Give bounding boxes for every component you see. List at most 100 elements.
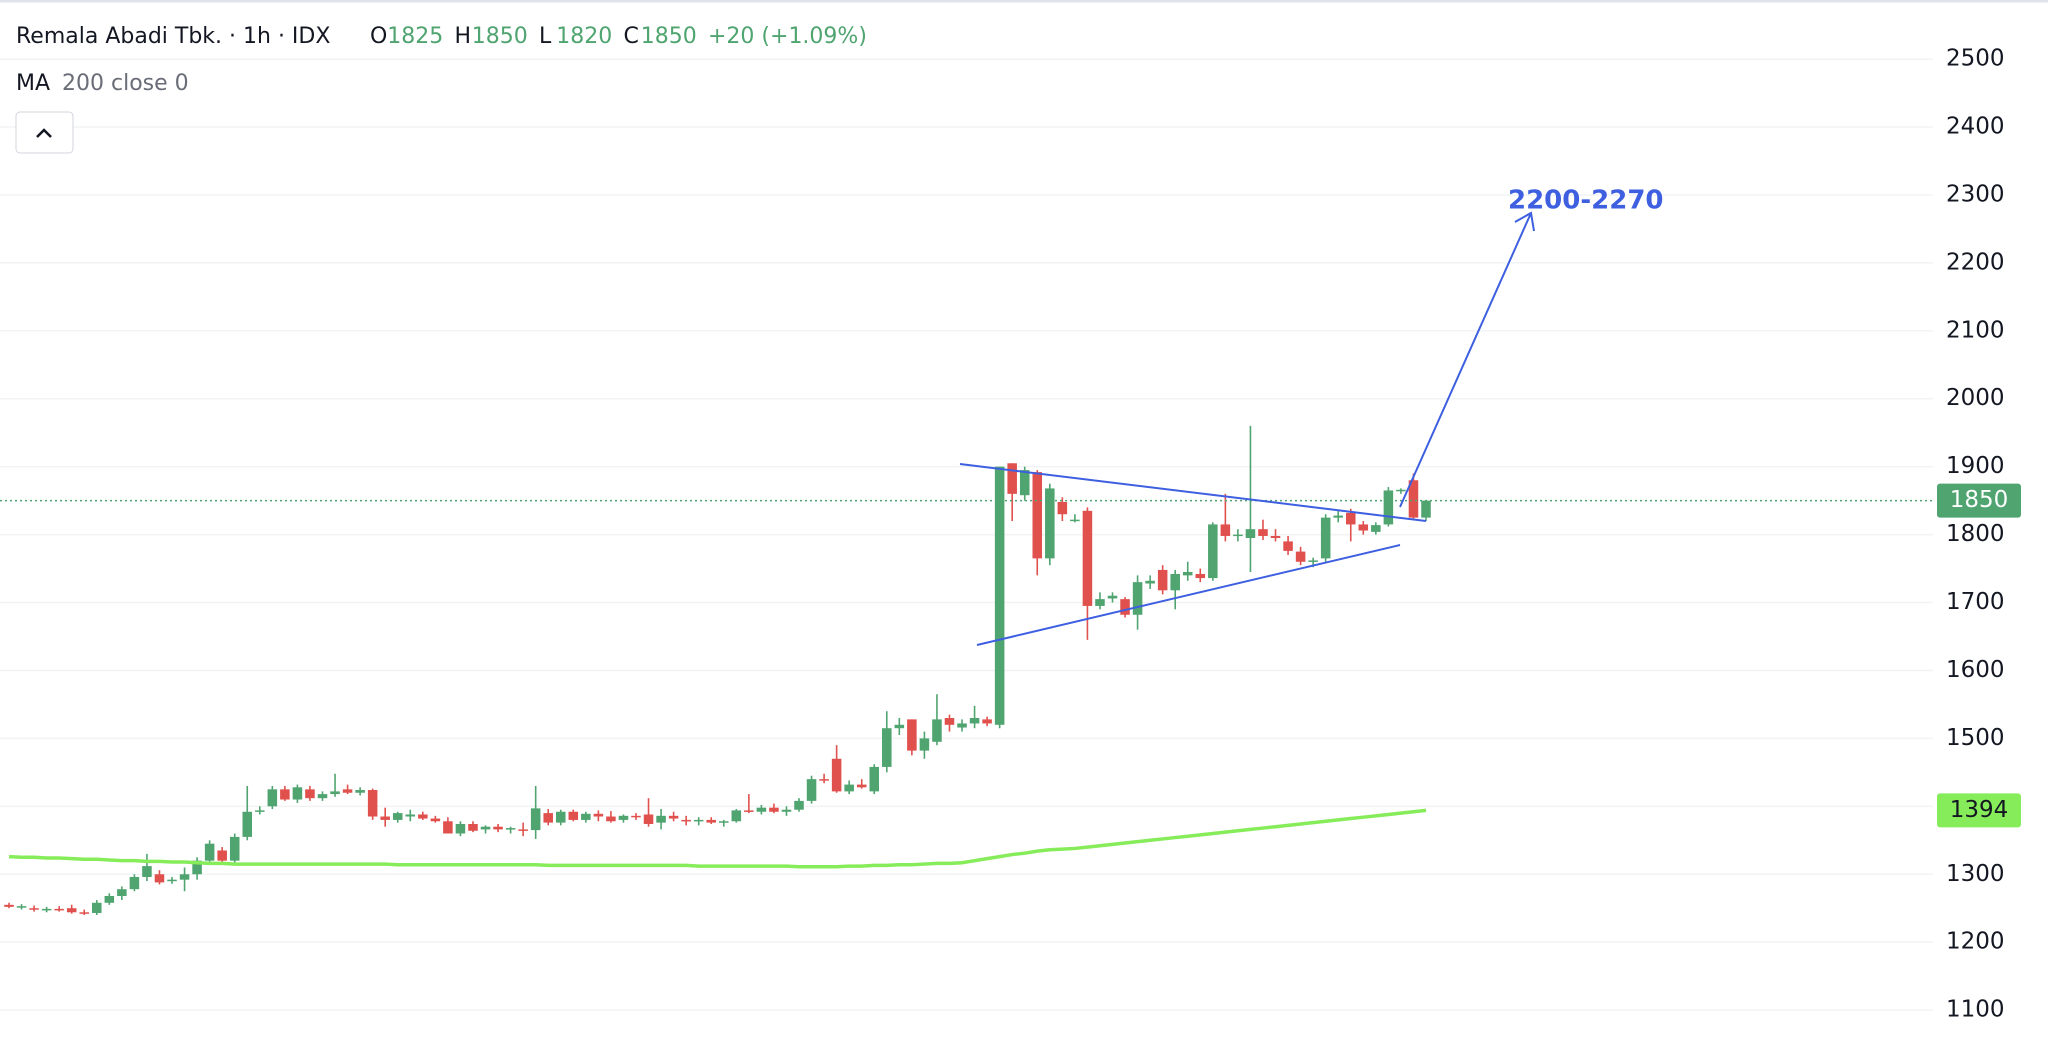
candle-body [430, 818, 441, 822]
candle-body [455, 823, 466, 834]
arrow-head [1514, 211, 1535, 232]
y-tick-label: 1600 [1946, 657, 2005, 683]
candle-body [1371, 525, 1381, 532]
candle-body [418, 814, 428, 819]
candle-body [292, 787, 303, 800]
annotation: 2200-2270 [1508, 186, 1664, 216]
y-tick-label: 2300 [1946, 181, 2005, 207]
candle-body [1182, 571, 1193, 576]
candle-body [229, 836, 240, 861]
candle-body [1270, 535, 1281, 539]
y-tick-label: 1900 [1946, 453, 2005, 479]
candle-body [1283, 541, 1293, 551]
candle-body [468, 823, 478, 831]
candle-body [831, 758, 842, 792]
y-tick-label: 1500 [1946, 725, 2005, 751]
candle-body [342, 789, 353, 793]
candle-body [443, 821, 453, 834]
candle-body [117, 889, 127, 896]
title: Remala Abadi Tbk. · 1h · IDX [16, 24, 330, 49]
candle-body [305, 789, 315, 799]
candle-body [982, 719, 992, 724]
candle-body [819, 779, 829, 781]
candle-body [480, 826, 491, 830]
candle-body [1007, 463, 1017, 494]
candle-body [1233, 534, 1243, 537]
caret-icon [36, 128, 52, 138]
candle-body [994, 466, 1005, 725]
candle-body [656, 815, 666, 823]
candle-body [606, 816, 616, 822]
quote-value: 1850 [472, 24, 528, 49]
candle-body [1245, 529, 1256, 539]
y-tick-label: 1200 [1946, 929, 2005, 955]
y-tick-label: 1700 [1946, 589, 2005, 615]
candle-body [1095, 599, 1105, 606]
candle-body [367, 790, 378, 817]
candle-body [405, 814, 416, 817]
candle-body [932, 719, 942, 742]
candle-body [54, 908, 64, 911]
candle-body [1157, 569, 1168, 591]
candle-body [392, 813, 403, 820]
candle-body [267, 789, 278, 807]
candle-body [1383, 490, 1394, 525]
candle-body [1421, 500, 1431, 518]
quote-label: C [624, 24, 639, 49]
candle-body [41, 908, 52, 911]
candle-body [1195, 574, 1206, 579]
candle-body [756, 807, 767, 812]
candle-body [530, 808, 541, 831]
quote-value: 1820 [556, 24, 612, 49]
quote-change: +20 (+1.09%) [708, 24, 867, 49]
candle-body [643, 814, 654, 824]
candle-body [1408, 480, 1419, 518]
candle-body [944, 718, 955, 725]
candle-body [129, 876, 140, 890]
candle-body [1107, 595, 1118, 599]
arrow [1399, 212, 1532, 508]
candle-body [1358, 524, 1369, 531]
collapse-button[interactable] [15, 111, 74, 154]
indicator-name: MA [16, 71, 50, 96]
candle-body [242, 811, 253, 837]
candle-body [217, 850, 227, 861]
candle-body [79, 912, 90, 914]
trend-line [959, 463, 1427, 522]
candle-body [1345, 512, 1356, 525]
candle-body [794, 800, 804, 810]
trend-line [976, 544, 1401, 646]
candle-body [907, 719, 917, 751]
candle-body [355, 790, 365, 793]
candle-body [1396, 489, 1406, 492]
candle-body [568, 811, 579, 820]
candle-body [192, 860, 202, 875]
quote-label: L [539, 24, 552, 49]
candle-body [806, 779, 817, 801]
candle-body [1170, 574, 1180, 591]
candle-body [1320, 517, 1331, 559]
ma-price-label: 1394 [1950, 797, 2009, 823]
candle-body [1082, 510, 1093, 606]
candle-body [1019, 470, 1030, 496]
candle-body [1295, 551, 1306, 562]
ma-price-box [1937, 793, 2021, 828]
quote-label: H [455, 24, 472, 49]
candle-body [204, 843, 215, 861]
quote-label: O [370, 24, 387, 49]
candle-body [1220, 524, 1231, 536]
last-price-box [1937, 483, 2021, 518]
candle-body [781, 809, 792, 812]
y-tick-label: 2400 [1946, 114, 2005, 140]
candle-body [1258, 529, 1268, 536]
candle-body [593, 813, 604, 817]
candle-body [179, 874, 190, 880]
y-tick-label: 2500 [1946, 46, 2005, 72]
candle-body [29, 908, 39, 910]
candle-body [154, 874, 165, 883]
candle-body [1145, 580, 1155, 584]
candle-body [167, 879, 177, 882]
candle-body [581, 813, 591, 820]
